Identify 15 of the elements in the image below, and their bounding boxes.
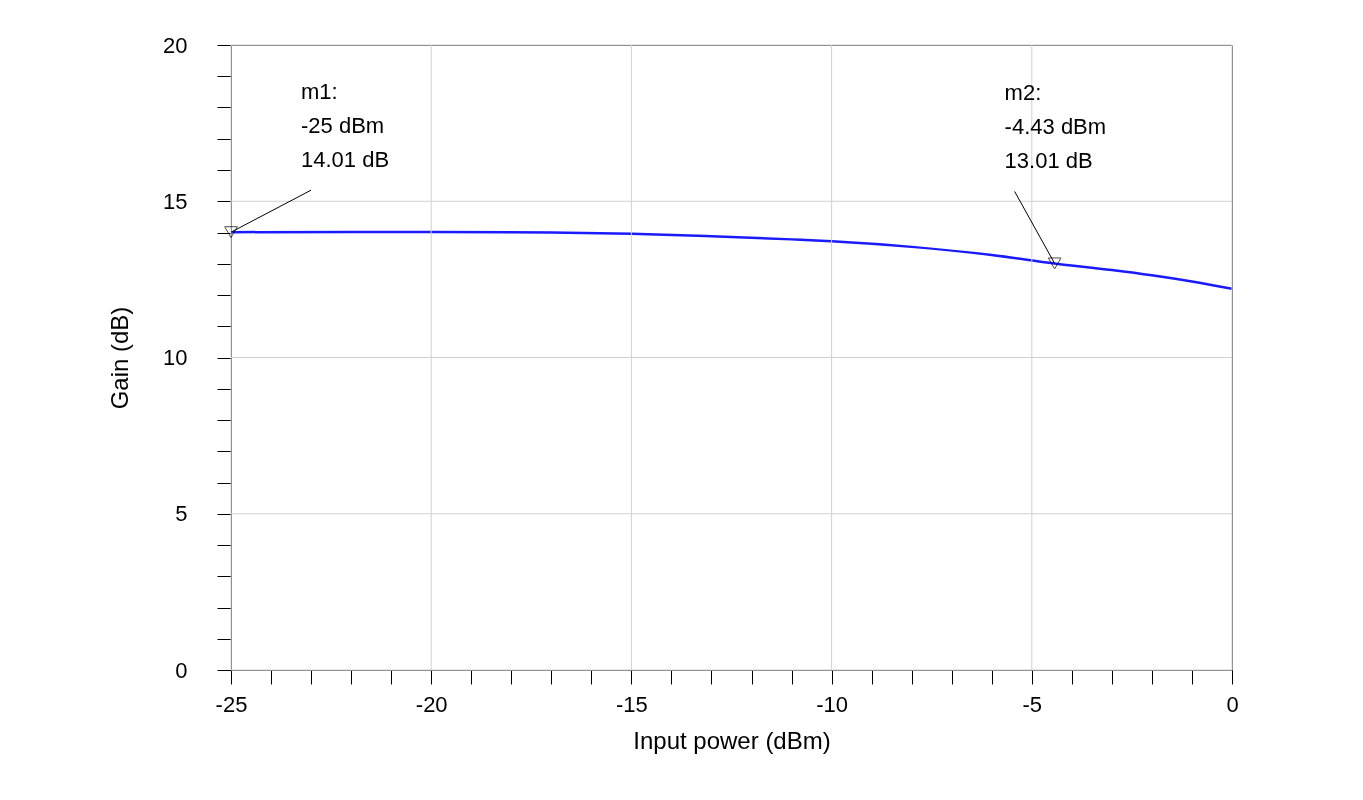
y-tick-label: 20 [163, 32, 188, 58]
x-tick-label: -20 [415, 691, 448, 717]
x-tick-label: -5 [1022, 691, 1043, 717]
annotation: m2: -4.43 dBm 13.01 dB [1004, 80, 1107, 174]
y-axis-title: Gain (dB) [106, 306, 134, 410]
y-tick-label: 10 [163, 345, 188, 370]
x-tick-label: -10 [816, 691, 848, 717]
x-tick-label: -25 [215, 691, 248, 717]
y-tick-label: 0 [175, 657, 188, 683]
x-axis-title: Input power (dBm) [633, 726, 831, 754]
y-tick-label: 5 [175, 501, 188, 527]
x-tick-label: 0 [1226, 691, 1239, 717]
y-tick-label: 15 [163, 188, 188, 214]
annotation: m1: -25 dBm 14.01 dB [301, 79, 390, 173]
x-tick-label: -15 [616, 691, 648, 717]
